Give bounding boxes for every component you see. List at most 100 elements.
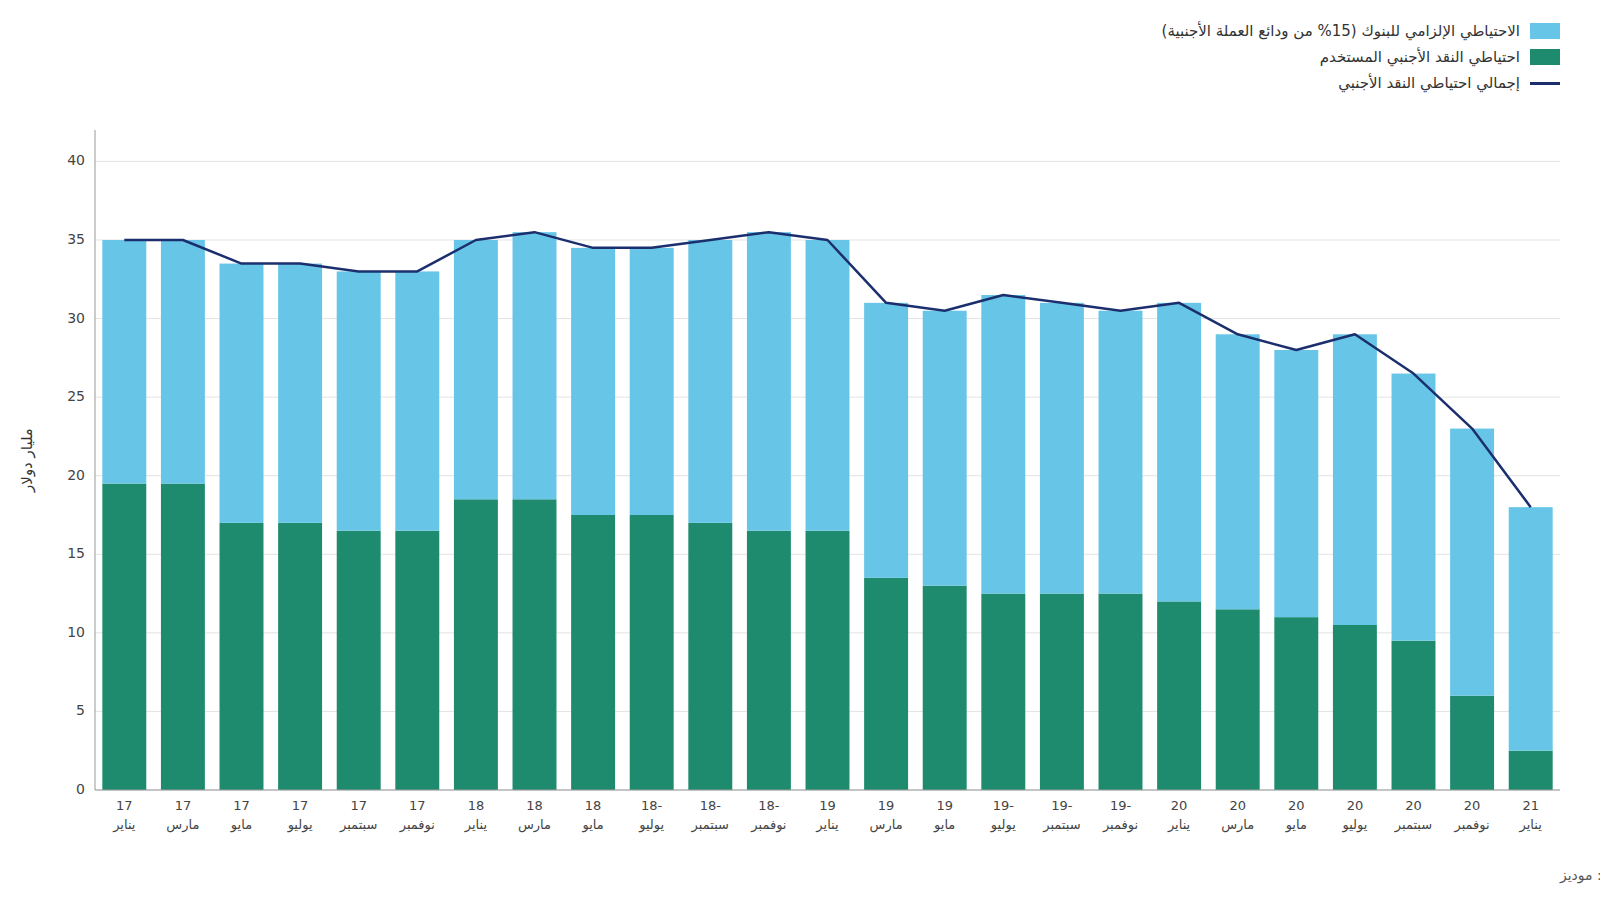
bar [688, 523, 732, 790]
bar [630, 515, 674, 790]
bar [1333, 334, 1377, 625]
x-tick-label: 19 [936, 798, 953, 813]
y-tick-label: 15 [67, 545, 85, 561]
bar [337, 531, 381, 790]
grid-line [95, 790, 1560, 791]
bar [1450, 429, 1494, 696]
source-note: المصدر: موديز [1559, 867, 1600, 884]
bar [1509, 507, 1553, 751]
bar [864, 578, 908, 790]
x-tick-label: مايو [933, 817, 955, 833]
x-tick-label: 17 [292, 798, 309, 813]
x-tick-label: سبتمبر [691, 817, 729, 833]
x-tick-label: مايو [1285, 817, 1307, 833]
bar [747, 531, 791, 790]
bar [1157, 303, 1201, 602]
bar [1274, 350, 1318, 617]
x-tick-label: سبتمبر [1394, 817, 1432, 833]
bar [571, 515, 615, 790]
y-tick-label: 20 [67, 467, 85, 483]
x-tick-label: يناير [1167, 817, 1191, 833]
bar [806, 240, 850, 531]
x-tick-label: يناير [1519, 817, 1543, 833]
bar [278, 264, 322, 523]
x-tick-label: 17 [175, 798, 192, 813]
bar [1040, 594, 1084, 790]
x-tick-label: 21 [1522, 798, 1539, 813]
x-tick-label: 17 [409, 798, 426, 813]
legend-item: احتياطي النقد الأجنبي المستخدم [1162, 48, 1560, 66]
bar [1333, 625, 1377, 790]
bar [102, 484, 146, 790]
x-tick-label: مايو [230, 817, 252, 833]
legend-swatch [1530, 49, 1560, 65]
x-tick-label: يناير [815, 817, 839, 833]
y-axis-line [95, 130, 96, 790]
bar [395, 271, 439, 530]
bar [981, 295, 1025, 594]
bar [923, 311, 967, 586]
bar [513, 499, 557, 790]
bar [688, 240, 732, 523]
bar [220, 264, 264, 523]
bar [1099, 311, 1143, 594]
legend-swatch [1530, 23, 1560, 39]
x-tick-label: نوفمبر [1102, 817, 1138, 833]
grid-line [95, 161, 1560, 162]
x-tick-label: 18 [468, 798, 485, 813]
y-tick-label: 35 [67, 231, 85, 247]
bar [981, 594, 1025, 790]
bar [1450, 696, 1494, 790]
y-tick-label: 40 [67, 152, 85, 168]
x-tick-label: مايو [581, 817, 603, 833]
bar [1392, 374, 1436, 641]
bar [571, 248, 615, 515]
x-tick-label: 18 [585, 798, 602, 813]
x-axis-line [95, 790, 1560, 791]
x-tick-label: 19- [1110, 798, 1132, 813]
x-tick-label: 20 [1464, 798, 1481, 813]
bar [102, 240, 146, 484]
bar [806, 531, 850, 790]
x-tick-label: يوليو [287, 817, 313, 833]
x-tick-label: 18- [641, 798, 663, 813]
bar [161, 240, 205, 484]
line [124, 232, 1530, 507]
bar [864, 303, 908, 578]
bar [630, 248, 674, 515]
bar [1099, 594, 1143, 790]
x-tick-label: يوليو [990, 817, 1016, 833]
x-tick-label: 20 [1229, 798, 1246, 813]
bar [454, 240, 498, 499]
x-tick-label: 19- [993, 798, 1015, 813]
bar [161, 484, 205, 790]
x-tick-label: نوفمبر [1454, 817, 1490, 833]
x-tick-label: 18- [700, 798, 722, 813]
x-tick-label: يوليو [638, 817, 664, 833]
x-tick-label: 19- [1051, 798, 1073, 813]
y-tick-label: 25 [67, 388, 85, 404]
bar [1216, 334, 1260, 609]
x-tick-label: 20 [1347, 798, 1364, 813]
x-tick-label: 19 [819, 798, 836, 813]
bar [1392, 641, 1436, 790]
bar [923, 586, 967, 790]
x-tick-label: سبتمبر [1042, 817, 1080, 833]
bar [747, 232, 791, 531]
legend-label: احتياطي النقد الأجنبي المستخدم [1320, 48, 1520, 66]
x-tick-label: 20 [1288, 798, 1305, 813]
x-tick-label: 17 [116, 798, 133, 813]
x-tick-labels: 17يناير17مارس17مايو17يوليو17سبتمبر17نوفم… [112, 798, 1542, 833]
y-axis-label: مليار دولار [18, 428, 36, 493]
x-tick-label: 17 [350, 798, 367, 813]
x-tick-label: مارس [870, 817, 903, 833]
y-tick-label: 5 [76, 702, 85, 718]
legend: الاحتياطي الإلزامي للبنوك (15% من ودائع … [1162, 22, 1560, 100]
y-tick-label: 30 [67, 310, 85, 326]
x-tick-label: يناير [464, 817, 488, 833]
bar [1274, 617, 1318, 790]
x-tick-label: مارس [166, 817, 199, 833]
x-tick-label: 19 [878, 798, 895, 813]
bar [278, 523, 322, 790]
plot-marks [102, 232, 1552, 790]
